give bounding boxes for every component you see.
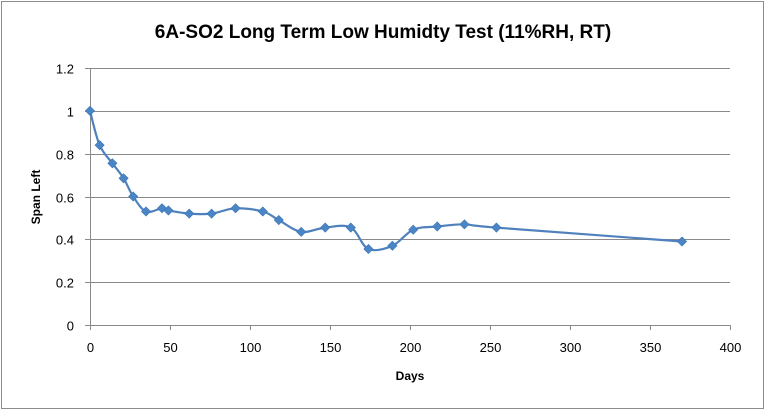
y-tick-label: 1: [67, 105, 74, 120]
x-tick-labels: 0 50 100 150 200 250 300 350 400: [87, 325, 741, 355]
x-tick-label: 350: [640, 340, 662, 355]
data-point-marker: [491, 222, 502, 233]
data-point-marker: [387, 240, 398, 251]
data-point-marker: [184, 208, 195, 219]
series-line: [88, 110, 683, 252]
data-point-marker: [118, 173, 129, 184]
y-axis-title: Span Left: [29, 170, 43, 225]
y-tick-label: 0.2: [56, 276, 74, 291]
data-point-marker: [163, 205, 174, 216]
y-tick-labels: 0 0.2 0.4 0.6 0.8 1 1.2: [56, 62, 90, 334]
y-tick-label: 0: [67, 319, 74, 334]
y-tick-label: 0.8: [56, 148, 74, 163]
data-point-marker: [140, 206, 152, 217]
y-tick-label: 0.4: [56, 233, 74, 248]
data-point-marker: [320, 222, 331, 233]
data-point-marker: [257, 206, 268, 217]
x-tick-label: 200: [400, 340, 422, 355]
chart-title: 6A-SO2 Long Term Low Humidty Test (11%RH…: [155, 22, 611, 43]
data-point-marker: [273, 215, 284, 226]
x-tick-label: 0: [87, 340, 94, 355]
data-point-marker: [230, 203, 241, 214]
x-tick-label: 100: [240, 340, 262, 355]
x-tick-label: 250: [480, 340, 502, 355]
data-point-marker: [107, 158, 118, 169]
data-point-marker: [296, 226, 307, 237]
axes: [90, 68, 730, 326]
data-point-marker: [676, 236, 688, 247]
x-tick-label: 50: [163, 340, 177, 355]
x-tick-label: 300: [560, 340, 582, 355]
data-point-marker: [345, 222, 356, 233]
series: [84, 105, 688, 254]
data-point-marker: [363, 243, 374, 254]
data-point-marker: [94, 140, 105, 151]
y-tick-label: 0.6: [56, 191, 74, 206]
data-point-marker: [84, 105, 96, 116]
y-tick-label: 1.2: [56, 62, 74, 77]
data-point-marker: [432, 221, 443, 232]
data-point-marker: [128, 191, 139, 202]
data-point-marker: [459, 219, 470, 230]
data-point-marker: [206, 208, 217, 219]
gridlines: [90, 68, 730, 283]
x-axis-title: Days: [396, 369, 425, 383]
x-tick-label: 150: [320, 340, 342, 355]
x-tick-label: 400: [720, 340, 742, 355]
data-point-marker: [408, 224, 419, 235]
